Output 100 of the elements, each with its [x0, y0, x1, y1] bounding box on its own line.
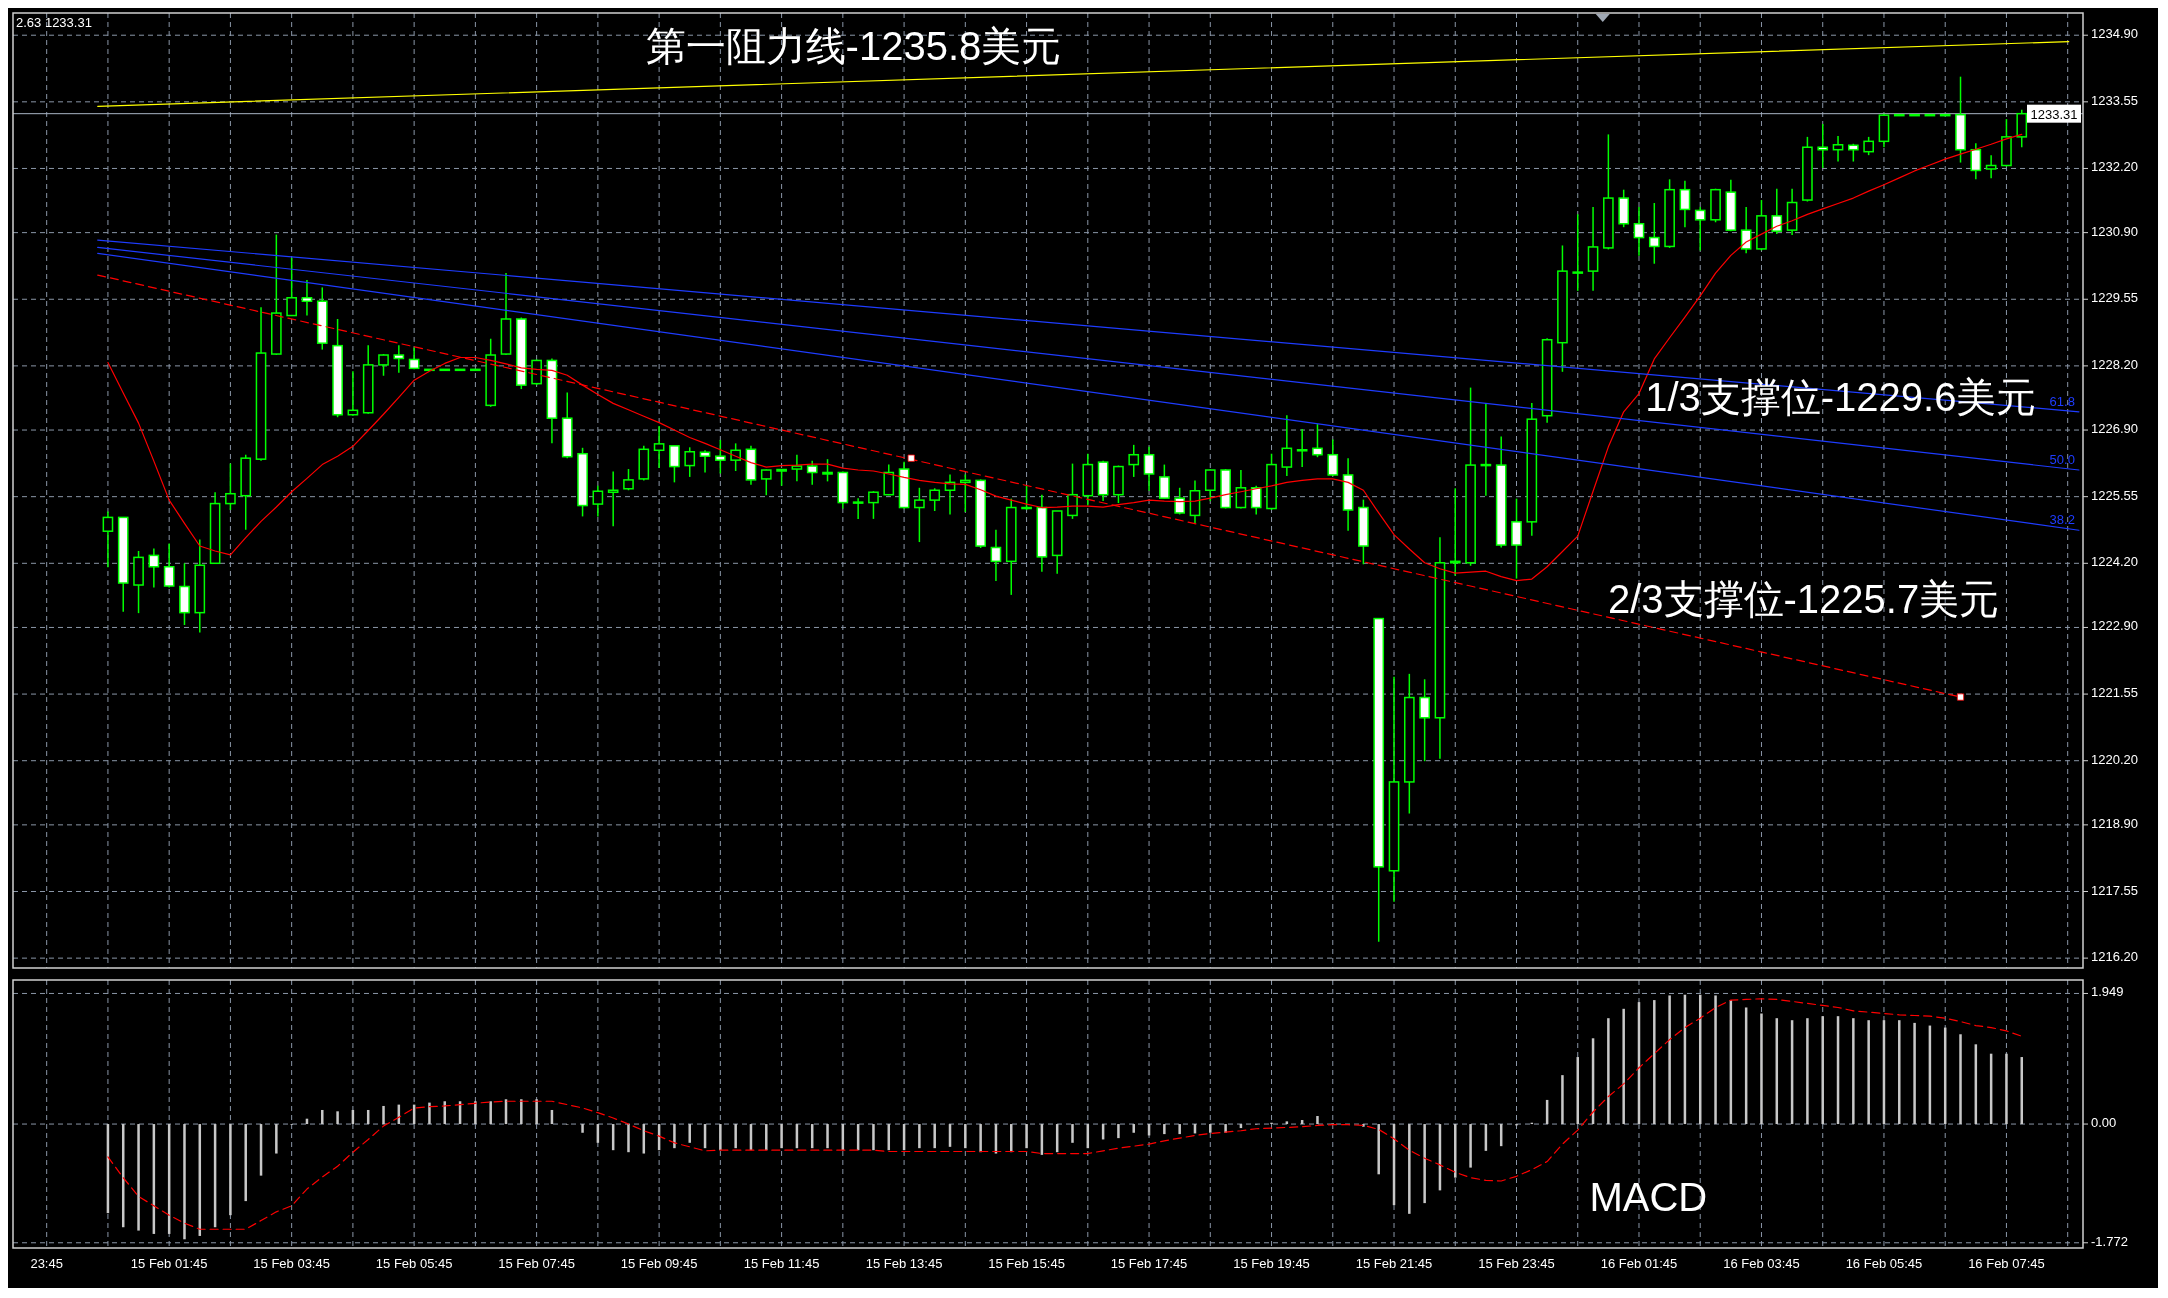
series-label: 50.0: [2049, 452, 2075, 468]
bar: [1423, 1124, 1426, 1204]
bar: [1454, 1124, 1457, 1178]
x-tick-label: 16 Feb 03:45: [1723, 1256, 1800, 1271]
candlestick: [806, 459, 818, 486]
candlestick: [1863, 136, 1874, 156]
bar: [1025, 1124, 1028, 1149]
bar: [1821, 1016, 1824, 1125]
x-tick-label: 15 Feb 07:45: [498, 1256, 575, 1271]
candlestick: [1817, 123, 1829, 169]
y-tick-label: 1.949: [2091, 984, 2124, 1000]
candlestick: [959, 473, 971, 513]
bar: [1377, 1124, 1380, 1175]
y-tick-label: 1222.90: [2091, 618, 2138, 634]
candlestick: [1159, 463, 1170, 500]
candlestick: [852, 497, 864, 520]
candlestick: [1021, 485, 1032, 511]
bar: [1806, 1018, 1809, 1125]
candlestick: [1250, 485, 1262, 516]
x-tick-label: 16 Feb 07:45: [1968, 1256, 2045, 1271]
bar: [979, 1124, 982, 1153]
candlestick: [1128, 444, 1140, 478]
bar: [183, 1124, 186, 1240]
bar: [1010, 1124, 1013, 1153]
candlestick: [592, 485, 604, 518]
candlestick: [2016, 108, 2028, 148]
candlestick: [914, 487, 925, 543]
candlestick: [1204, 468, 1216, 502]
bar: [1178, 1124, 1181, 1135]
bar: [765, 1124, 768, 1151]
bar: [1668, 995, 1671, 1125]
bar: [1867, 1020, 1870, 1125]
y-tick-label: 1234.90: [2091, 26, 2138, 42]
bar: [321, 1109, 324, 1125]
bar: [1622, 1008, 1625, 1125]
candlestick: [1449, 487, 1461, 577]
bar: [1561, 1075, 1564, 1125]
candlestick: [1740, 206, 1752, 255]
candlestick: [684, 446, 696, 478]
y-tick-label: 1218.90: [2091, 816, 2138, 832]
bar: [382, 1105, 385, 1125]
candlestick: [1679, 180, 1691, 228]
candlestick: [286, 257, 297, 317]
y-tick-label: 1232.20: [2091, 159, 2138, 175]
annotation: 2/3支撑位-1225.7美元: [1607, 576, 2000, 621]
candlestick: [1419, 678, 1430, 762]
y-tick-label: -1.772: [2091, 1234, 2128, 1250]
y-tick-label: 1228.20: [2091, 357, 2138, 373]
bar: [933, 1124, 936, 1149]
candlestick: [1771, 187, 1783, 235]
bar: [1316, 1116, 1319, 1125]
bar: [428, 1102, 431, 1125]
bar: [918, 1124, 921, 1149]
candlestick: [1832, 135, 1844, 163]
candlestick: [531, 358, 542, 386]
bar: [581, 1124, 584, 1133]
candlestick: [929, 487, 941, 512]
bar: [520, 1099, 523, 1125]
bar: [336, 1111, 339, 1125]
annotation: MACD: [1589, 1174, 1708, 1219]
x-tick-label: 15 Feb 05:45: [375, 1256, 453, 1271]
y-tick-label: 1230.90: [2091, 224, 2138, 240]
candlestick: [378, 353, 389, 377]
y-tick-label: 1221.55: [2091, 685, 2138, 701]
bar: [780, 1124, 783, 1149]
bar: [826, 1124, 829, 1149]
candlestick: [1694, 206, 1706, 252]
bar: [1714, 995, 1717, 1125]
bar: [1132, 1124, 1135, 1133]
annotation: 2.63 1233.31: [16, 15, 92, 30]
candlestick: [1970, 142, 1982, 181]
x-tick-label: 23:45: [30, 1256, 63, 1271]
candlestick: [990, 528, 1002, 582]
y-tick-label: 1216.20: [2091, 949, 2138, 965]
candlestick: [393, 344, 405, 374]
candlestick: [1327, 438, 1339, 477]
bar: [872, 1124, 875, 1151]
bar: [734, 1124, 737, 1149]
bar: [1959, 1034, 1962, 1125]
candlestick: [607, 470, 619, 528]
candlestick: [1312, 423, 1323, 458]
candlestick: [1985, 154, 1997, 180]
x-tick-label: 15 Feb 21:45: [1355, 1256, 1433, 1271]
candlestick: [148, 547, 160, 589]
x-tick-label: 15 Feb 19:45: [1233, 1256, 1310, 1271]
x-tick-label: 15 Feb 13:45: [865, 1256, 943, 1271]
bar: [474, 1101, 477, 1125]
y-tick-label: 0.00: [2091, 1115, 2117, 1131]
bar: [688, 1124, 691, 1143]
bar: [244, 1124, 247, 1202]
candlestick: [1572, 213, 1584, 292]
ref-line-label: 1233.31: [2030, 106, 2078, 122]
candlestick: [791, 453, 803, 483]
y-tick-label: 1229.55: [2091, 290, 2138, 306]
y-tick-label: 1225.55: [2091, 488, 2138, 504]
bar: [673, 1124, 676, 1149]
bar: [1653, 1000, 1656, 1125]
bar: [1209, 1124, 1212, 1133]
y-tick-label: 1217.55: [2091, 882, 2138, 898]
candlestick: [669, 445, 680, 484]
